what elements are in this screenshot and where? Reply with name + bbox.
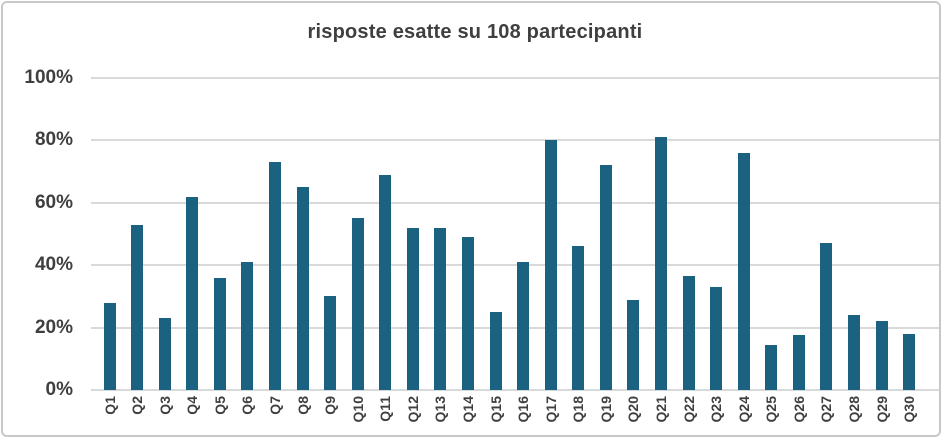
x-axis-tick-label: Q28 — [845, 396, 862, 423]
x-axis-tick-label: Q20 — [625, 396, 642, 423]
x-axis-tick-label: Q12 — [404, 396, 421, 423]
bar-q26 — [792, 335, 805, 390]
bar-q30 — [903, 333, 916, 390]
y-axis-tick-label: 60% — [34, 191, 73, 213]
bar-q7 — [269, 162, 281, 390]
bar-q4 — [186, 196, 199, 390]
gridline — [91, 389, 939, 391]
bar-q16 — [517, 262, 530, 390]
x-axis-tick-label: Q11 — [377, 396, 394, 422]
y-axis-tick-label: 100% — [24, 67, 73, 88]
y-axis-tick-label: 20% — [34, 316, 73, 338]
bar-q13 — [434, 227, 447, 390]
x-axis-tick-label: Q25 — [763, 396, 780, 423]
chart-title: risposte esatte su 108 partecipanti — [307, 21, 643, 43]
gridline — [91, 139, 939, 142]
bar-q27 — [820, 243, 833, 390]
bar-q22 — [682, 276, 695, 390]
x-axis-tick-label: Q30 — [901, 396, 918, 423]
y-axis-tick-label: 0% — [45, 379, 73, 400]
x-axis-tick-label: Q19 — [597, 396, 614, 423]
bar-q24 — [737, 152, 750, 390]
x-axis-tick-label: Q16 — [515, 396, 532, 423]
gridline — [91, 326, 939, 329]
x-axis-tick-label: Q21 — [652, 396, 669, 423]
bar-q2 — [131, 224, 144, 390]
bar-q3 — [158, 318, 171, 390]
bar-q17 — [544, 140, 557, 390]
x-axis-tick-label: Q1 — [101, 396, 118, 415]
bar-q18 — [572, 246, 585, 390]
bar-q9 — [324, 296, 337, 390]
x-axis-tick-label: Q3 — [156, 396, 173, 415]
bar-q19 — [599, 165, 612, 390]
x-axis-tick-label: Q27 — [818, 396, 835, 423]
bar-q15 — [489, 312, 502, 390]
bar-q1 — [103, 302, 116, 390]
gridline — [91, 201, 939, 204]
bar-q14 — [461, 237, 474, 390]
x-axis-tick-label: Q6 — [239, 396, 256, 415]
gridline — [91, 264, 939, 267]
bar-q6 — [241, 262, 254, 390]
x-axis-tick-label: Q13 — [432, 396, 449, 423]
x-axis-tick-label: Q2 — [129, 396, 146, 415]
bar-q28 — [847, 315, 860, 390]
bar-q23 — [710, 287, 723, 390]
gridline — [91, 77, 939, 79]
x-axis-tick-label: Q17 — [542, 396, 559, 423]
bar-q10 — [351, 218, 364, 390]
x-axis-tick-label: Q15 — [487, 396, 504, 423]
bar-q8 — [296, 187, 309, 390]
bar-q12 — [406, 227, 419, 390]
x-axis-tick-label: Q26 — [790, 396, 807, 423]
y-axis-tick-label: 80% — [34, 129, 73, 151]
bar-q21 — [654, 137, 667, 390]
x-axis-tick-label: Q24 — [735, 396, 752, 423]
x-axis-tick-label: Q7 — [267, 396, 283, 415]
bar-q25 — [765, 344, 778, 390]
bar-q20 — [627, 299, 640, 390]
y-axis-tick-label: 40% — [34, 254, 73, 276]
x-axis-tick-label: Q14 — [459, 396, 476, 423]
bar-q29 — [875, 321, 888, 390]
x-axis-tick-label: Q10 — [349, 396, 366, 423]
x-axis-tick-label: Q5 — [211, 396, 228, 415]
x-axis-tick-label: Q9 — [322, 396, 339, 415]
chart-frame: risposte esatte su 108 partecipanti 100%… — [1, 1, 941, 437]
x-axis-tick-label: Q23 — [708, 396, 725, 423]
x-axis-tick-label: Q8 — [294, 396, 311, 415]
x-axis-tick-label: Q29 — [873, 396, 890, 423]
x-axis-tick-label: Q4 — [184, 396, 201, 415]
bar-q11 — [379, 174, 392, 390]
bar-q5 — [213, 277, 226, 390]
x-axis-tick-label: Q22 — [680, 396, 697, 423]
x-axis-tick-label: Q18 — [570, 396, 587, 423]
